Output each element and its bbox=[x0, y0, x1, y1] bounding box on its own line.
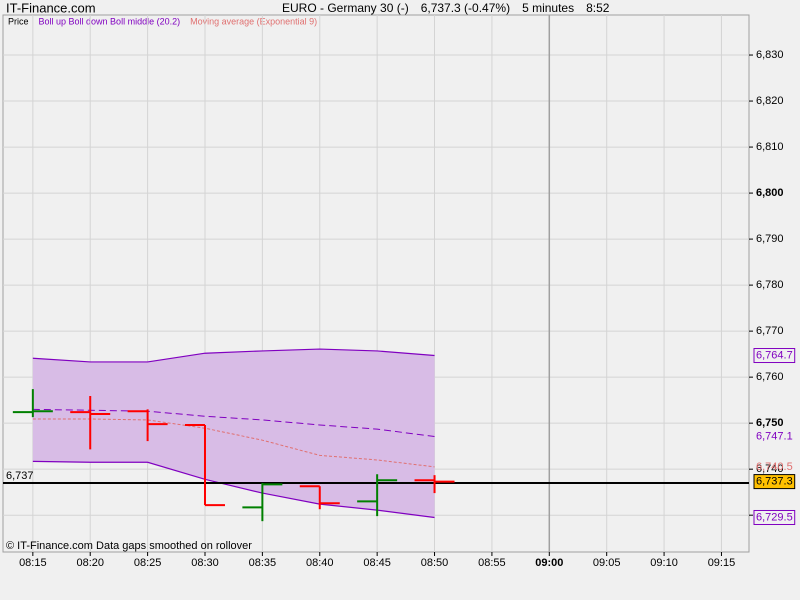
legend-item: Moving average (Exponential 9) bbox=[190, 16, 317, 26]
last-value-label: 6,764.7 bbox=[756, 349, 793, 361]
indicator-line bbox=[32, 348, 435, 363]
x-tick-label: 09:10 bbox=[650, 557, 678, 569]
header-item: 5 minutes bbox=[522, 1, 574, 15]
y-tick-label: 6,750 bbox=[756, 417, 784, 429]
x-tick-label: 08:35 bbox=[249, 557, 277, 569]
x-tick-label: 08:25 bbox=[134, 557, 162, 569]
x-tick-label: 08:30 bbox=[191, 557, 219, 569]
indicator-line bbox=[32, 408, 435, 437]
y-tick-label: 6,820 bbox=[756, 95, 784, 107]
y-tick-label: 6,770 bbox=[756, 325, 784, 337]
last-value-label: 6,747.1 bbox=[756, 430, 793, 442]
x-tick-label: 09:00 bbox=[535, 557, 563, 569]
last-value-label: 6,740.5 bbox=[756, 461, 793, 473]
price-line-label: 6,737 bbox=[6, 470, 34, 482]
header-item: EURO - Germany 30 (-) bbox=[282, 1, 409, 15]
last-value-label: 6,737.3 bbox=[756, 476, 793, 488]
x-tick-label: 08:20 bbox=[76, 557, 104, 569]
y-tick-label: 6,790 bbox=[756, 233, 784, 245]
x-tick-label: 09:15 bbox=[708, 557, 736, 569]
header-item: 6,737.3 (-0.47%) bbox=[421, 1, 510, 15]
y-tick-label: 6,780 bbox=[756, 279, 784, 291]
last-value-box bbox=[753, 509, 796, 525]
x-tick-label: 08:55 bbox=[478, 557, 506, 569]
y-tick-label: 6,760 bbox=[756, 371, 784, 383]
footer-note: © IT-Finance.com Data gaps smoothed on r… bbox=[6, 540, 252, 552]
indicator-line bbox=[32, 460, 435, 519]
last-value-label: 6,729.5 bbox=[756, 511, 793, 523]
indicator-line bbox=[32, 418, 435, 468]
legend-item: Boll up Boll down Boll middle (20.2) bbox=[39, 16, 181, 26]
header-item: 8:52 bbox=[586, 1, 610, 15]
last-value-box bbox=[753, 474, 796, 490]
x-tick-label: 08:50 bbox=[421, 557, 449, 569]
legend-item: Price bbox=[8, 16, 29, 26]
y-tick-label: 6,810 bbox=[756, 141, 784, 153]
y-tick-label: 6,830 bbox=[756, 49, 784, 61]
x-tick-label: 08:45 bbox=[363, 557, 391, 569]
x-tick-label: 09:05 bbox=[593, 557, 621, 569]
bollinger-band bbox=[32, 349, 435, 518]
y-tick-label: 6,800 bbox=[756, 187, 784, 199]
last-value-box bbox=[753, 348, 796, 364]
x-tick-label: 08:40 bbox=[306, 557, 334, 569]
x-tick-label: 08:15 bbox=[19, 557, 47, 569]
y-tick-label: 6,740 bbox=[756, 463, 784, 475]
chart-title: IT-Finance.com bbox=[6, 0, 96, 15]
